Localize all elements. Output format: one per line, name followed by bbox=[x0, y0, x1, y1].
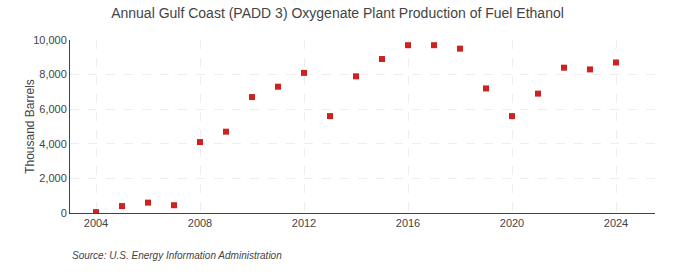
svg-text:2,000: 2,000 bbox=[39, 172, 67, 184]
svg-text:10,000: 10,000 bbox=[33, 34, 67, 46]
svg-text:4,000: 4,000 bbox=[39, 138, 67, 150]
svg-text:Annual Gulf Coast (PADD 3) Oxy: Annual Gulf Coast (PADD 3) Oxygenate Pla… bbox=[111, 5, 564, 21]
svg-text:2012: 2012 bbox=[292, 217, 316, 229]
svg-text:2024: 2024 bbox=[604, 217, 628, 229]
svg-text:2008: 2008 bbox=[188, 217, 212, 229]
svg-text:8,000: 8,000 bbox=[39, 68, 67, 80]
svg-text:6,000: 6,000 bbox=[39, 103, 67, 115]
svg-text:Thousand Barrels: Thousand Barrels bbox=[23, 79, 37, 174]
svg-text:2020: 2020 bbox=[500, 217, 524, 229]
svg-text:2016: 2016 bbox=[396, 217, 420, 229]
svg-text:2004: 2004 bbox=[84, 217, 108, 229]
svg-text:Source: U.S. Energy Informatio: Source: U.S. Energy Information Administ… bbox=[72, 250, 282, 261]
svg-text:0: 0 bbox=[61, 207, 67, 219]
